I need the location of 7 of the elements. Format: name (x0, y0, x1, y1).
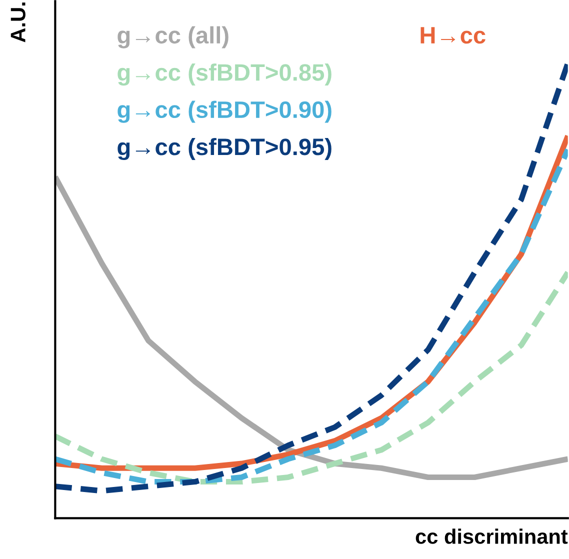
text: g→cc (sfBDT>0.90) (118, 100, 332, 123)
text: g→cc (all) (118, 26, 228, 48)
y-axis-title: A.U. (10, 2, 26, 42)
text: g→cc (sfBDT>0.95) (118, 138, 332, 160)
text: g→cc (sfBDT>0.85) (118, 63, 332, 86)
text: H→cc (420, 27, 486, 44)
x-axis-title: cc discriminant (416, 528, 568, 544)
